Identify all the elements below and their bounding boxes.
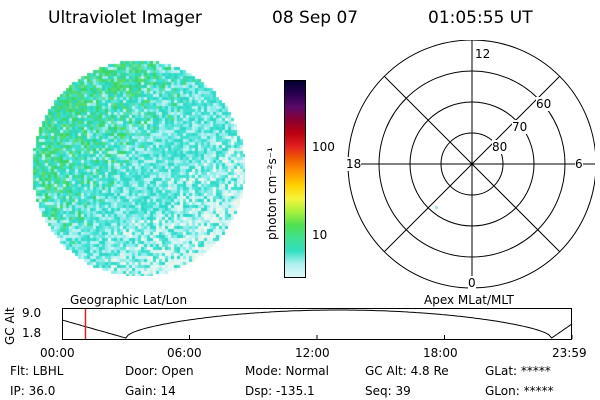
colorbar [284, 80, 306, 278]
x-tick-1200: 12:00 [295, 346, 330, 360]
colorbar-gradient [284, 80, 306, 278]
colorbar-tick-100: 100 [312, 140, 335, 154]
geographic-title: Geographic Lat/Lon [70, 293, 188, 307]
status-door: Door: Open [125, 364, 194, 378]
status-glon: GLon: ***** [485, 384, 554, 398]
x-tick-0600: 06:00 [167, 346, 202, 360]
polar-diagonal-2 [383, 75, 561, 253]
altitude-plot [62, 308, 573, 340]
alt-axis-label: GC Alt [3, 307, 17, 345]
status-gain: Gain: 14 [125, 384, 176, 398]
colorbar-unit-label: photon cm⁻²s⁻¹ [265, 147, 279, 240]
mlt-label-12: 12 [475, 47, 491, 61]
apex-title: Apex MLat/MLT [424, 293, 514, 307]
status-mode: Mode: Normal [245, 364, 329, 378]
alt-tick-1: 1.8 [22, 326, 42, 340]
lat-label-70: 70 [512, 120, 528, 134]
lat-label-80: 80 [492, 140, 508, 154]
alt-tick-9: 9.0 [22, 306, 42, 320]
x-tick-marks [62, 335, 573, 339]
auroral-image [30, 58, 245, 276]
status-gc-alt: GC Alt: 4.8 Re [365, 364, 449, 378]
altitude-plot-frame [62, 308, 572, 340]
polar-grid [347, 40, 595, 289]
status-ip: IP: 36.0 [10, 384, 56, 398]
status-glat: GLat: ***** [485, 364, 551, 378]
status-flt: Flt: LBHL [10, 364, 64, 378]
mlt-label-18: 18 [346, 157, 362, 171]
mlt-label-6: 6 [575, 157, 583, 171]
lat-label-60: 60 [536, 97, 552, 111]
status-seq: Seq: 39 [365, 384, 411, 398]
status-dsp: Dsp: -135.1 [245, 384, 315, 398]
colorbar-tick-10: 10 [312, 228, 328, 242]
date-label: 08 Sep 07 [272, 8, 359, 28]
time-label: 01:05:55 UT [428, 8, 533, 28]
mlt-label-0: 0 [468, 276, 476, 290]
instrument-title: Ultraviolet Imager [48, 8, 202, 28]
x-tick-0000: 00:00 [40, 346, 75, 360]
x-tick-1800: 18:00 [423, 346, 458, 360]
x-tick-2359: 23:59 [552, 346, 587, 360]
polar-speck [435, 206, 438, 209]
auroral-image-canvas [30, 58, 245, 276]
altitude-curve [62, 309, 573, 339]
